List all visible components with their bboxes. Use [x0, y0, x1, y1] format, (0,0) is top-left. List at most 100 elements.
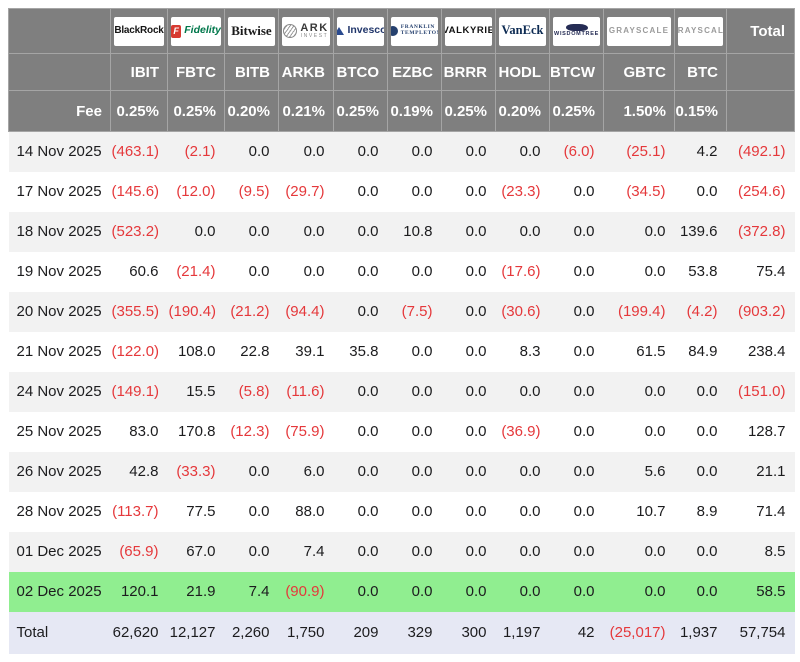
invesco-mark-icon [337, 27, 345, 35]
flow-cell: 0.0 [224, 531, 279, 572]
flow-cell: 0.0 [549, 251, 604, 292]
fee-BTCW: 0.25% [549, 90, 604, 132]
flow-cell: 0.0 [333, 371, 388, 412]
flow-cell: 108.0 [167, 331, 225, 372]
flow-cell: 0.0 [333, 171, 388, 212]
flow-cell: 0.0 [167, 211, 225, 252]
flow-cell: (523.2) [110, 211, 168, 252]
row-total-cell: (372.8) [726, 211, 795, 252]
flow-cell: 0.0 [278, 251, 334, 292]
flow-cell: 170.8 [167, 411, 225, 452]
flow-cell: 8.9 [674, 491, 727, 532]
provider-logo-cell: GRAYSCALE [603, 8, 675, 54]
ticker-BTCW: BTCW [549, 53, 604, 91]
franklin-logo: FRANKLIN TEMPLETON [391, 16, 438, 46]
flow-cell: 0.0 [224, 491, 279, 532]
flow-cell: 0.0 [333, 411, 388, 452]
table-body: 14 Nov 2025 (463.1) (2.1) 0.0 0.0 0.0 0.0 0.0 0.… [8, 131, 795, 612]
row-total-cell: 128.7 [726, 411, 795, 452]
provider-name: Fidelity [184, 24, 221, 37]
ticker-BTC: BTC [674, 53, 727, 91]
column-total-cell: 62,620 [110, 611, 168, 654]
provider-logo-cell: Invesco [333, 8, 388, 54]
fee-GBTC: 1.50% [603, 90, 675, 132]
grand-total-cell: 57,754 [726, 611, 795, 654]
fee-ARKB: 0.21% [278, 90, 334, 132]
flow-cell: 0.0 [603, 571, 675, 612]
flow-cell: (25.1) [603, 131, 675, 172]
fee-FBTC: 0.25% [167, 90, 225, 132]
flow-cell: (6.0) [549, 131, 604, 172]
flow-cell: 84.9 [674, 331, 727, 372]
flow-cell: 0.0 [441, 331, 496, 372]
provider-name: ARK [300, 21, 329, 34]
provider-logo-cell: Bitwise [224, 8, 279, 54]
corner-cell [8, 8, 111, 54]
flow-cell: 0.0 [387, 331, 442, 372]
invesco-logo: Invesco [337, 16, 384, 46]
provider-name: Bitwise [231, 23, 272, 39]
fee-BRRR: 0.25% [441, 90, 496, 132]
provider-logo-cell: BlackRock [110, 8, 168, 54]
provider-subname: INVEST [300, 33, 329, 40]
fidelity-logo: F Fidelity [171, 16, 221, 46]
row-total-cell: 238.4 [726, 331, 795, 372]
flow-cell: 0.0 [549, 571, 604, 612]
flow-cell: 0.0 [441, 491, 496, 532]
row-total-cell: (151.0) [726, 371, 795, 412]
flow-cell: 0.0 [278, 211, 334, 252]
date-cell: 20 Nov 2025 [8, 291, 111, 332]
ticker-IBIT: IBIT [110, 53, 168, 91]
flow-cell: 0.0 [441, 411, 496, 452]
date-cell: 26 Nov 2025 [8, 451, 111, 492]
provider-name: VALKYRIE [445, 25, 492, 37]
flow-cell: 0.0 [674, 531, 727, 572]
table-row: 01 Dec 2025 (65.9) 67.0 0.0 7.4 0.0 0.0 0.0 0.0 0… [8, 531, 795, 572]
flow-cell: (122.0) [110, 331, 168, 372]
table-row: 25 Nov 2025 83.0 170.8 (12.3) (75.9) 0.0 0.0 0.… [8, 411, 795, 452]
flow-cell: 0.0 [549, 331, 604, 372]
ticker-BITB: BITB [224, 53, 279, 91]
provider-name: BlackRock [114, 24, 164, 36]
column-total-cell: 209 [333, 611, 388, 654]
flow-cell: (17.6) [495, 251, 550, 292]
flow-cell: 22.8 [224, 331, 279, 372]
provider-name: VanEck [501, 23, 544, 38]
grayscale-logo: GRAYSCALE [607, 16, 671, 46]
fee-label: Fee [8, 90, 111, 132]
flow-cell: 139.6 [674, 211, 727, 252]
flow-cell: 0.0 [333, 491, 388, 532]
flow-cell: 0.0 [674, 371, 727, 412]
flow-cell: 0.0 [549, 451, 604, 492]
flow-cell: (12.0) [167, 171, 225, 212]
flow-cell: 0.0 [224, 251, 279, 292]
flow-cell: 0.0 [603, 531, 675, 572]
ticker-GBTC: GBTC [603, 53, 675, 91]
table-row: 20 Nov 2025 (355.5) (190.4) (21.2) (94.4) 0.0… [8, 291, 795, 332]
row-total-cell: 8.5 [726, 531, 795, 572]
date-cell: 17 Nov 2025 [8, 171, 111, 212]
flow-cell: 0.0 [224, 211, 279, 252]
flow-cell: 0.0 [674, 171, 727, 212]
flow-cell: (23.3) [495, 171, 550, 212]
flow-cell: 0.0 [333, 531, 388, 572]
fee-BITB: 0.20% [224, 90, 279, 132]
flow-cell: 0.0 [495, 531, 550, 572]
column-total-cell: 1,937 [674, 611, 727, 654]
flow-cell: 10.8 [387, 211, 442, 252]
flow-cell: 83.0 [110, 411, 168, 452]
provider-logo-cell: ARK INVEST [278, 8, 334, 54]
flow-cell: 0.0 [441, 211, 496, 252]
flow-cell: 0.0 [441, 251, 496, 292]
flow-cell: 4.2 [674, 131, 727, 172]
row-total-cell: (254.6) [726, 171, 795, 212]
date-cell: 19 Nov 2025 [8, 251, 111, 292]
flow-cell: 53.8 [674, 251, 727, 292]
row-total-cell: 58.5 [726, 571, 795, 612]
flow-cell: 15.5 [167, 371, 225, 412]
provider-name: Invesco [347, 24, 384, 37]
etf-flow-table: BlackRock F Fidelity Bitwise ARK INVEST Invesc… [8, 8, 795, 654]
row-total-cell: (492.1) [726, 131, 795, 172]
row-total-cell: 21.1 [726, 451, 795, 492]
